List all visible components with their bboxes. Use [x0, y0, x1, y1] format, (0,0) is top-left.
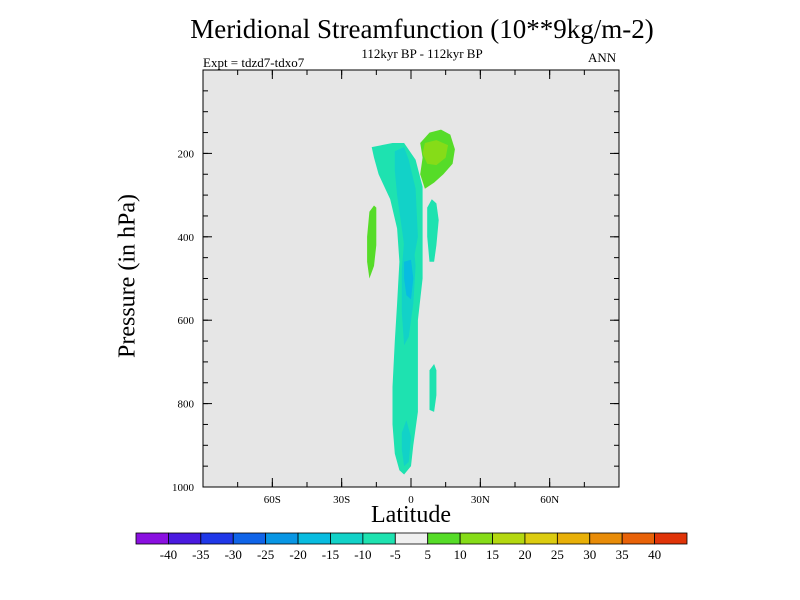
chart-subtitle: 112kyr BP - 112kyr BP — [361, 46, 483, 61]
contour-region-7 — [367, 205, 377, 279]
x-tick-label: 0 — [408, 494, 414, 506]
colorbar-label: 5 — [424, 547, 431, 562]
colorbar-swatch-1 — [168, 532, 202, 545]
colorbar-swatch-13 — [556, 532, 591, 545]
experiment-label: Expt = tdzd7-tdxo7 — [203, 55, 305, 70]
x-tick-labels: 60S 30S 0 30N 60N — [264, 494, 559, 506]
plot-frame — [202, 69, 620, 488]
colorbar-swatch-7 — [362, 532, 396, 545]
colorbar-label: 15 — [486, 547, 499, 562]
colorbar-swatch-6 — [330, 532, 364, 545]
colorbar-swatch-14 — [589, 532, 623, 545]
colorbar-label: -40 — [160, 547, 177, 562]
colorbar-swatch-16 — [654, 532, 688, 545]
colorbar-label: -5 — [390, 547, 401, 562]
colorbar-label: -10 — [354, 547, 371, 562]
contour-region-8 — [427, 199, 439, 262]
colorbar-swatch-5 — [297, 532, 331, 545]
colorbar-swatch-4 — [265, 532, 299, 545]
colorbar-swatch-0 — [135, 532, 169, 545]
colorbar-label: 40 — [648, 547, 661, 562]
colorbar-label: 30 — [583, 547, 596, 562]
colorbar-label: -15 — [322, 547, 339, 562]
colorbar: -40 -35 -30 -25 -20 -15 -10 -5 5 10 15 20 25 30 35 40 — [135, 532, 688, 562]
season-label: ANN — [588, 50, 617, 65]
colorbar-swatch-11 — [492, 532, 526, 545]
colorbar-swatch-2 — [200, 532, 234, 545]
colorbar-label: -35 — [192, 547, 209, 562]
colorbar-swatch-10 — [459, 532, 493, 545]
colorbar-label: -30 — [225, 547, 242, 562]
contour-region-1 — [394, 147, 418, 262]
y-tick-label: 600 — [178, 315, 195, 327]
contour-region-3 — [401, 420, 411, 467]
colorbar-swatch-3 — [232, 532, 267, 545]
colorbar-label: 25 — [551, 547, 564, 562]
colorbar-label: 35 — [616, 547, 629, 562]
y-tick-labels: 200 400 600 800 1000 — [172, 148, 195, 494]
colorbar-swatch-9 — [427, 532, 461, 545]
colorbar-label: 20 — [518, 547, 531, 562]
contour-region-9 — [429, 364, 437, 412]
x-tick-label: 30N — [471, 494, 490, 506]
colorbar-label: -25 — [257, 547, 274, 562]
x-tick-label: 60N — [540, 494, 559, 506]
y-tick-label: 1000 — [172, 482, 195, 494]
x-axis-label: Latitude — [371, 502, 451, 528]
colorbar-swatch-15 — [621, 532, 655, 545]
contour-regions — [367, 129, 455, 475]
contour-region-4 — [404, 259, 414, 300]
y-tick-label: 400 — [178, 232, 195, 244]
colorbar-label: -20 — [289, 547, 306, 562]
x-tick-label: 30S — [333, 494, 350, 506]
colorbar-swatch-12 — [524, 532, 558, 545]
y-tick-label: 800 — [178, 399, 195, 411]
x-tick-label: 60S — [264, 494, 281, 506]
colorbar-swatch-8 — [394, 532, 429, 545]
y-tick-label: 200 — [178, 148, 195, 160]
colorbar-label: 10 — [454, 547, 467, 562]
chart-title: Meridional Streamfunction (10**9kg/m-2) — [190, 14, 654, 44]
contour-region-6 — [422, 140, 448, 166]
